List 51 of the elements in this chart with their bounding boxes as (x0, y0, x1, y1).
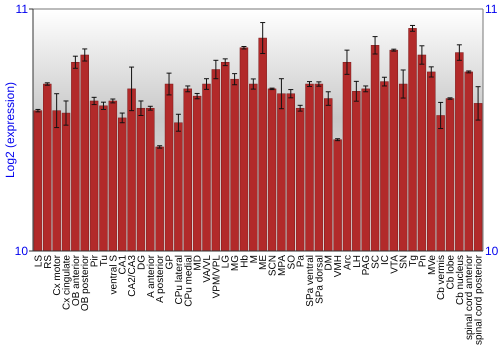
x-tick-label: Tg (408, 255, 420, 267)
y-axis-title: Log2 (expression) (3, 82, 18, 178)
x-tick-label: Cx motor (52, 254, 64, 296)
x-tick-label: CA2/CA3 (127, 254, 138, 297)
x-tick-label: VPM/VPL (211, 254, 222, 298)
x-tick-label: Pa (296, 254, 307, 268)
x-tick-label: M (248, 255, 260, 264)
x-tick-label: DM (324, 255, 335, 271)
x-tick-label: A posterior (155, 254, 166, 303)
x-tick-label: SPa ventral (305, 255, 316, 307)
x-tick-label: MG (230, 254, 242, 272)
x-tick-label: SN (398, 255, 410, 269)
x-tick-label: MPA (276, 254, 288, 276)
x-tick-label: VMH (333, 255, 344, 278)
x-tick-label: OB anterior (70, 254, 82, 306)
x-tick-label: VTA (389, 254, 400, 274)
y2-tick-label: 11 (485, 2, 498, 16)
x-tick-label: spinal cord anterior (464, 254, 476, 340)
x-tick-label: CPu medial (183, 255, 194, 307)
x-tick-label: MVe (426, 254, 438, 276)
x-tick-label: LG (220, 254, 232, 268)
x-tick-label: IC (380, 255, 391, 265)
x-tick-label: LS (33, 254, 44, 268)
y2-tick-label: 10 (485, 244, 499, 258)
x-tick-label: SPa dorsal (314, 255, 326, 304)
x-tick-label: spinal cord posterior (474, 254, 485, 346)
x-tick-label: VA/VL (202, 254, 213, 283)
x-tick-label: RS (42, 254, 54, 269)
x-tick-label: SO (286, 254, 298, 270)
x-tick-label: ME (258, 254, 270, 270)
x-tick-label: Cx cingulate (62, 254, 73, 310)
x-tick-label: GP (164, 254, 176, 270)
x-tick-label: CPu lateral (174, 255, 185, 304)
x-tick-label: ventral S (108, 254, 120, 294)
x-tick-label: Cb lobe (445, 254, 456, 290)
x-tick-label: Cb nucleus (454, 255, 466, 306)
x-tick-label: Cb vermis (436, 255, 448, 300)
x-tick-label: SCN (268, 255, 279, 276)
x-tick-label: DG (136, 254, 148, 270)
x-tick-label: Pir (90, 254, 101, 268)
x-tick-label: SC (370, 255, 382, 269)
x-tick-label: CA1 (118, 254, 129, 274)
x-tick-label: OB posterior (80, 254, 92, 312)
x-tick-label: A anterior (146, 254, 157, 298)
x-tick-label: Hb (239, 254, 250, 268)
x-tick-label: MD (192, 255, 204, 271)
x-tick-label: LH (352, 255, 363, 268)
x-tick-label: Tu (98, 255, 110, 266)
x-tick-label: PAG (361, 254, 372, 276)
x-tick-label: Pn (417, 255, 428, 268)
x-tick-label: Arc (342, 255, 354, 270)
